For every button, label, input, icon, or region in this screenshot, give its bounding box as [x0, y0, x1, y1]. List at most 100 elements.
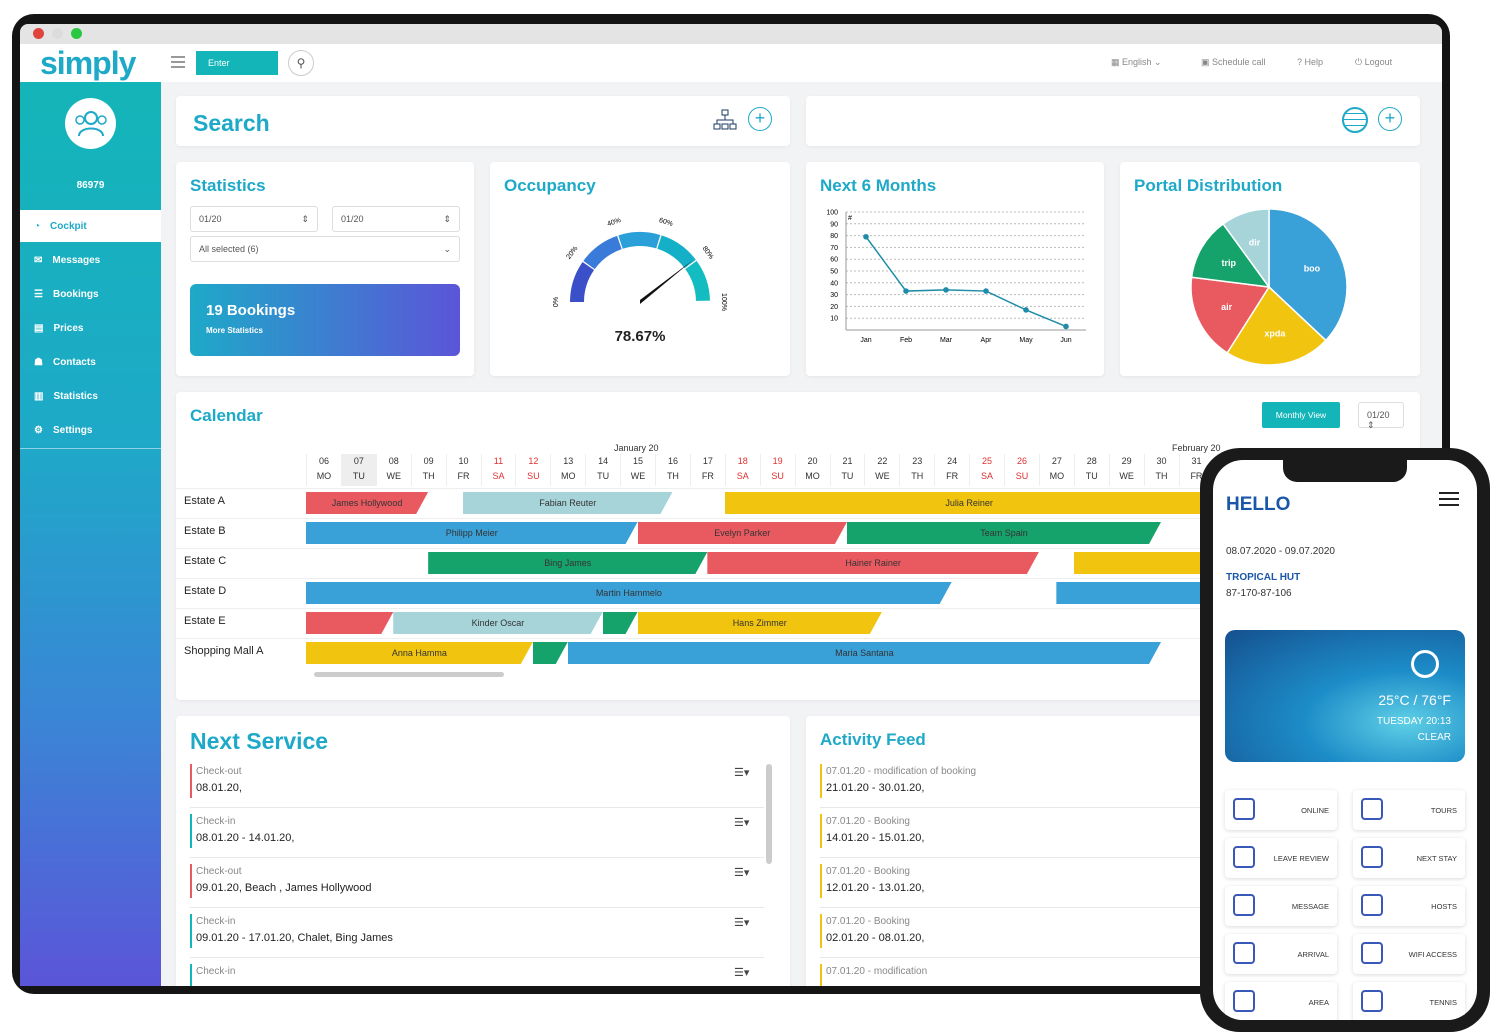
pie-slice-label: air — [1221, 302, 1233, 312]
pie-slice[interactable] — [1190, 222, 1271, 288]
bookings-summary-button[interactable]: 19 Bookings More Statistics — [190, 284, 460, 356]
calendar-day-header: 16 TH — [655, 454, 690, 486]
row-menu-icon[interactable]: ☰▾ — [734, 817, 750, 829]
day-number: 10 — [458, 456, 469, 466]
to-month-select[interactable]: 01/20 ⇕ — [332, 206, 460, 232]
booking-bar[interactable] — [306, 612, 393, 634]
day-number: 09 — [423, 456, 434, 466]
pie-slice[interactable] — [1190, 276, 1271, 354]
weather-widget[interactable]: 25°C / 76°F TUESDAY 20:13 CLEAR — [1225, 630, 1465, 762]
booking-bar[interactable]: Maria Santana — [568, 642, 1161, 664]
enter-button[interactable]: Enter — [196, 51, 278, 75]
pie-slice[interactable] — [1226, 285, 1327, 366]
maximize-dot[interactable] — [71, 28, 82, 39]
row-menu-icon[interactable]: ☰▾ — [734, 967, 750, 979]
sidebar-item-messages[interactable]: ✉ Messages — [34, 254, 101, 266]
row-menu-icon[interactable]: ☰▾ — [734, 917, 750, 929]
activity-feed-title: Activity Feed — [820, 730, 926, 749]
sidebar-item-prices[interactable]: ▤ Prices — [34, 322, 84, 334]
booking-bar[interactable]: Hainer Rainer — [707, 552, 1039, 574]
hierarchy-icon[interactable] — [712, 108, 738, 132]
gauge-tick-label: 80% — [701, 245, 715, 260]
schedule-call-link[interactable]: ▣ Schedule call — [1201, 57, 1266, 67]
service-tile[interactable]: TOURS — [1353, 790, 1465, 830]
row-divider — [176, 638, 1420, 639]
pie-slice[interactable] — [1268, 208, 1348, 342]
booking-bar[interactable]: Hans Zimmer — [638, 612, 882, 634]
gauge-segment — [570, 261, 595, 302]
service-tile[interactable]: AREA — [1225, 982, 1337, 1020]
service-tile[interactable]: LEAVE REVIEW — [1225, 838, 1337, 878]
estate-row-label: Shopping Mall A — [184, 645, 264, 657]
estate-filter-select[interactable]: All selected (6) ⌄ — [190, 236, 460, 262]
day-name: TU — [841, 471, 854, 481]
activity-item[interactable]: 07.01.20 - Booking 14.01.20 - 15.01.20, — [820, 810, 1394, 858]
status-indicator — [190, 764, 192, 798]
service-item[interactable]: Check-out 09.01.20, Beach , James Hollywo… — [190, 860, 764, 908]
service-item[interactable]: Check-out 08.01.20, ☰▾ — [190, 760, 764, 808]
help-link[interactable]: ? Help — [1297, 57, 1324, 67]
booking-bar[interactable]: Team Spain — [847, 522, 1161, 544]
pie-slice[interactable] — [1222, 208, 1270, 290]
day-number: 14 — [598, 456, 609, 466]
activity-label: 07.01.20 - modification — [826, 966, 928, 977]
gauge-segment — [583, 235, 622, 270]
booking-bar[interactable]: Kinder Oscar — [393, 612, 602, 634]
hamburger-icon[interactable] — [1439, 492, 1459, 506]
service-tile[interactable]: NEXT STAY — [1353, 838, 1465, 878]
sidebar-item-cockpit[interactable]: ◔ Cockpit — [20, 210, 161, 242]
service-tile[interactable]: WIFI ACCESS — [1353, 934, 1465, 974]
service-scrollbar[interactable] — [766, 764, 772, 864]
booking-bar[interactable] — [1056, 582, 1213, 604]
language-select[interactable]: ▦ English ⌄ — [1111, 57, 1162, 67]
sidebar-item-contacts[interactable]: ☗ Contacts — [34, 356, 96, 368]
booking-bar[interactable]: Evelyn Parker — [638, 522, 847, 544]
globe-icon[interactable] — [1342, 107, 1368, 133]
booking-bar[interactable] — [1074, 552, 1214, 574]
booking-bar[interactable]: Julia Reiner — [725, 492, 1214, 514]
minimize-dot[interactable] — [52, 28, 63, 39]
booking-bar[interactable]: Martin Hammelo — [306, 582, 952, 604]
activity-item[interactable]: 07.01.20 - modification — [820, 960, 1394, 986]
close-dot[interactable] — [33, 28, 44, 39]
activity-item[interactable]: 07.01.20 - modification of booking 21.01.… — [820, 760, 1394, 808]
booking-bar[interactable] — [603, 612, 638, 634]
service-tile[interactable]: ONLINE — [1225, 790, 1337, 830]
monthly-view-button[interactable]: Monthly View — [1262, 402, 1340, 428]
booking-bar[interactable]: Fabian Reuter — [463, 492, 672, 514]
booking-bar[interactable]: Anna Hamma — [306, 642, 533, 664]
service-tile[interactable]: MESSAGE — [1225, 886, 1337, 926]
activity-item[interactable]: 07.01.20 - Booking 02.01.20 - 08.01.20, — [820, 910, 1394, 958]
sidebar-item-statistics[interactable]: ▥ Statistics — [34, 390, 98, 402]
sidebar-item-settings[interactable]: ⚙ Settings — [34, 424, 93, 436]
calendar-month-select[interactable]: 01/20 ⇕ — [1358, 402, 1404, 430]
sidebar-item-bookings[interactable]: ☰ Bookings — [34, 288, 99, 300]
user-avatar-icon[interactable] — [65, 98, 116, 149]
more-statistics-link[interactable]: More Statistics — [206, 326, 263, 335]
phone-notch — [1283, 460, 1407, 482]
service-tile[interactable]: HOSTS — [1353, 886, 1465, 926]
pie-slice-label: dir — [1249, 237, 1261, 247]
add-icon[interactable]: + — [1378, 107, 1402, 131]
service-item[interactable]: Check-in 08.01.20 - 14.01.20, ☰▾ — [190, 810, 764, 858]
booking-bar[interactable]: Bing James — [428, 552, 707, 574]
search-icon[interactable]: ⚲ — [288, 50, 314, 76]
app-logo[interactable]: simply — [20, 44, 161, 82]
service-tile[interactable]: TENNIS — [1353, 982, 1465, 1020]
row-menu-icon[interactable]: ☰▾ — [734, 867, 750, 879]
day-name: TU — [1085, 471, 1098, 481]
menu-icon[interactable] — [171, 56, 185, 68]
logout-link[interactable]: ⏻ Logout — [1355, 57, 1393, 67]
row-menu-icon[interactable]: ☰▾ — [734, 767, 750, 779]
booking-bar[interactable] — [533, 642, 568, 664]
activity-item[interactable]: 07.01.20 - Booking 12.01.20 - 13.01.20, — [820, 860, 1394, 908]
booking-bar[interactable]: James Hollywood — [306, 492, 428, 514]
service-item[interactable]: Check-in 09.01.20 - 17.01.20, Chalet, Bin… — [190, 910, 764, 958]
from-month-select[interactable]: 01/20 ⇕ — [190, 206, 318, 232]
service-tile[interactable]: ARRIVAL — [1225, 934, 1337, 974]
add-icon[interactable]: + — [748, 107, 772, 131]
booking-bar[interactable]: Philipp Meier — [306, 522, 638, 544]
calendar-day-header: 20 MO — [794, 454, 830, 486]
service-item[interactable]: Check-in ☰▾ — [190, 960, 764, 986]
calendar-scrollbar[interactable] — [314, 672, 504, 677]
